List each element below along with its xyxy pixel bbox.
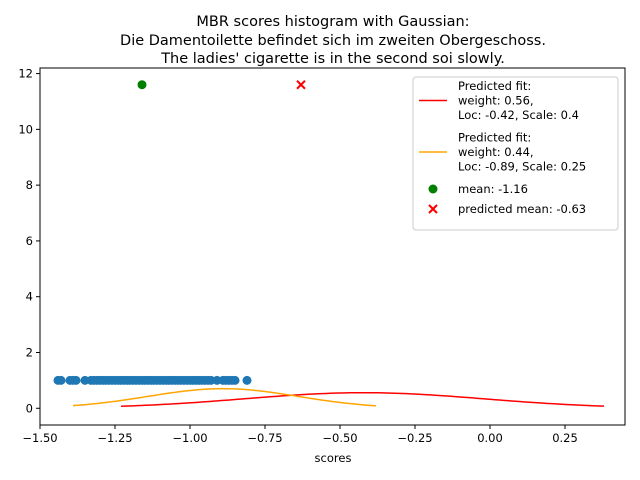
y-tick-label: 10 [18, 122, 33, 136]
gaussian-fit-line [120, 391, 605, 408]
x-tick-label: −0.50 [322, 431, 357, 445]
y-tick-label: 12 [18, 67, 33, 81]
x-tick-label: −0.25 [397, 431, 432, 445]
x-tick-label: −1.00 [172, 431, 207, 445]
legend-entry-label: Predicted fit: [458, 79, 531, 93]
legend-entry-label: Loc: -0.42, Scale: 0.4 [458, 108, 579, 122]
y-tick-label: 2 [26, 345, 33, 359]
predicted-mean-marker [296, 80, 306, 90]
x-axis-label: scores [315, 451, 352, 465]
legend-frame [412, 76, 619, 231]
x-tick-label: 0.00 [477, 431, 503, 445]
x-tick-label: −0.75 [247, 431, 282, 445]
legend-entry-label: Loc: -0.89, Scale: 0.25 [458, 160, 586, 174]
score-point [230, 375, 240, 385]
chart-title-line-2: Die Damentoilette befindet sich im zweit… [120, 33, 546, 49]
chart-title-line-3: The ladies' cigarette is in the second s… [160, 51, 505, 67]
marker-stroke [296, 80, 306, 90]
chart-title-line-1: MBR scores histogram with Gaussian: [196, 14, 469, 30]
legend-entry-label: Predicted fit: [458, 131, 531, 145]
score-point [56, 375, 66, 385]
score-point [71, 375, 81, 385]
plot-frame [39, 67, 626, 426]
gaussian-fit-line [72, 387, 377, 407]
mean-marker [137, 80, 147, 90]
y-tick-label: 4 [26, 290, 33, 304]
y-tick-label: 0 [26, 401, 33, 415]
legend: Predicted fit:weight: 0.56,Loc: -0.42, S… [412, 76, 619, 231]
x-tick-label: −1.50 [22, 431, 57, 445]
legend-entry-label: predicted mean: -0.63 [458, 202, 586, 216]
x-axis: −1.50 −1.25 −1.00 −0.75 −0.50 −0.25 0.00 0.25 [22, 425, 578, 445]
x-tick-label: −1.25 [97, 431, 132, 445]
legend-entry-label: mean: -1.16 [458, 182, 528, 196]
y-axis: 0 2 4 6 8 10 12 [18, 67, 40, 415]
legend-dot-swatch [428, 184, 438, 194]
y-tick-label: 6 [26, 234, 33, 248]
legend-entry-label: weight: 0.56, [458, 94, 534, 108]
legend-x-swatch [428, 204, 438, 214]
legend-entry-label: weight: 0.44, [458, 145, 534, 159]
score-point [242, 375, 252, 385]
plot-area [53, 80, 605, 408]
x-tick-label: 0.25 [552, 431, 578, 445]
y-tick-label: 8 [26, 178, 33, 192]
